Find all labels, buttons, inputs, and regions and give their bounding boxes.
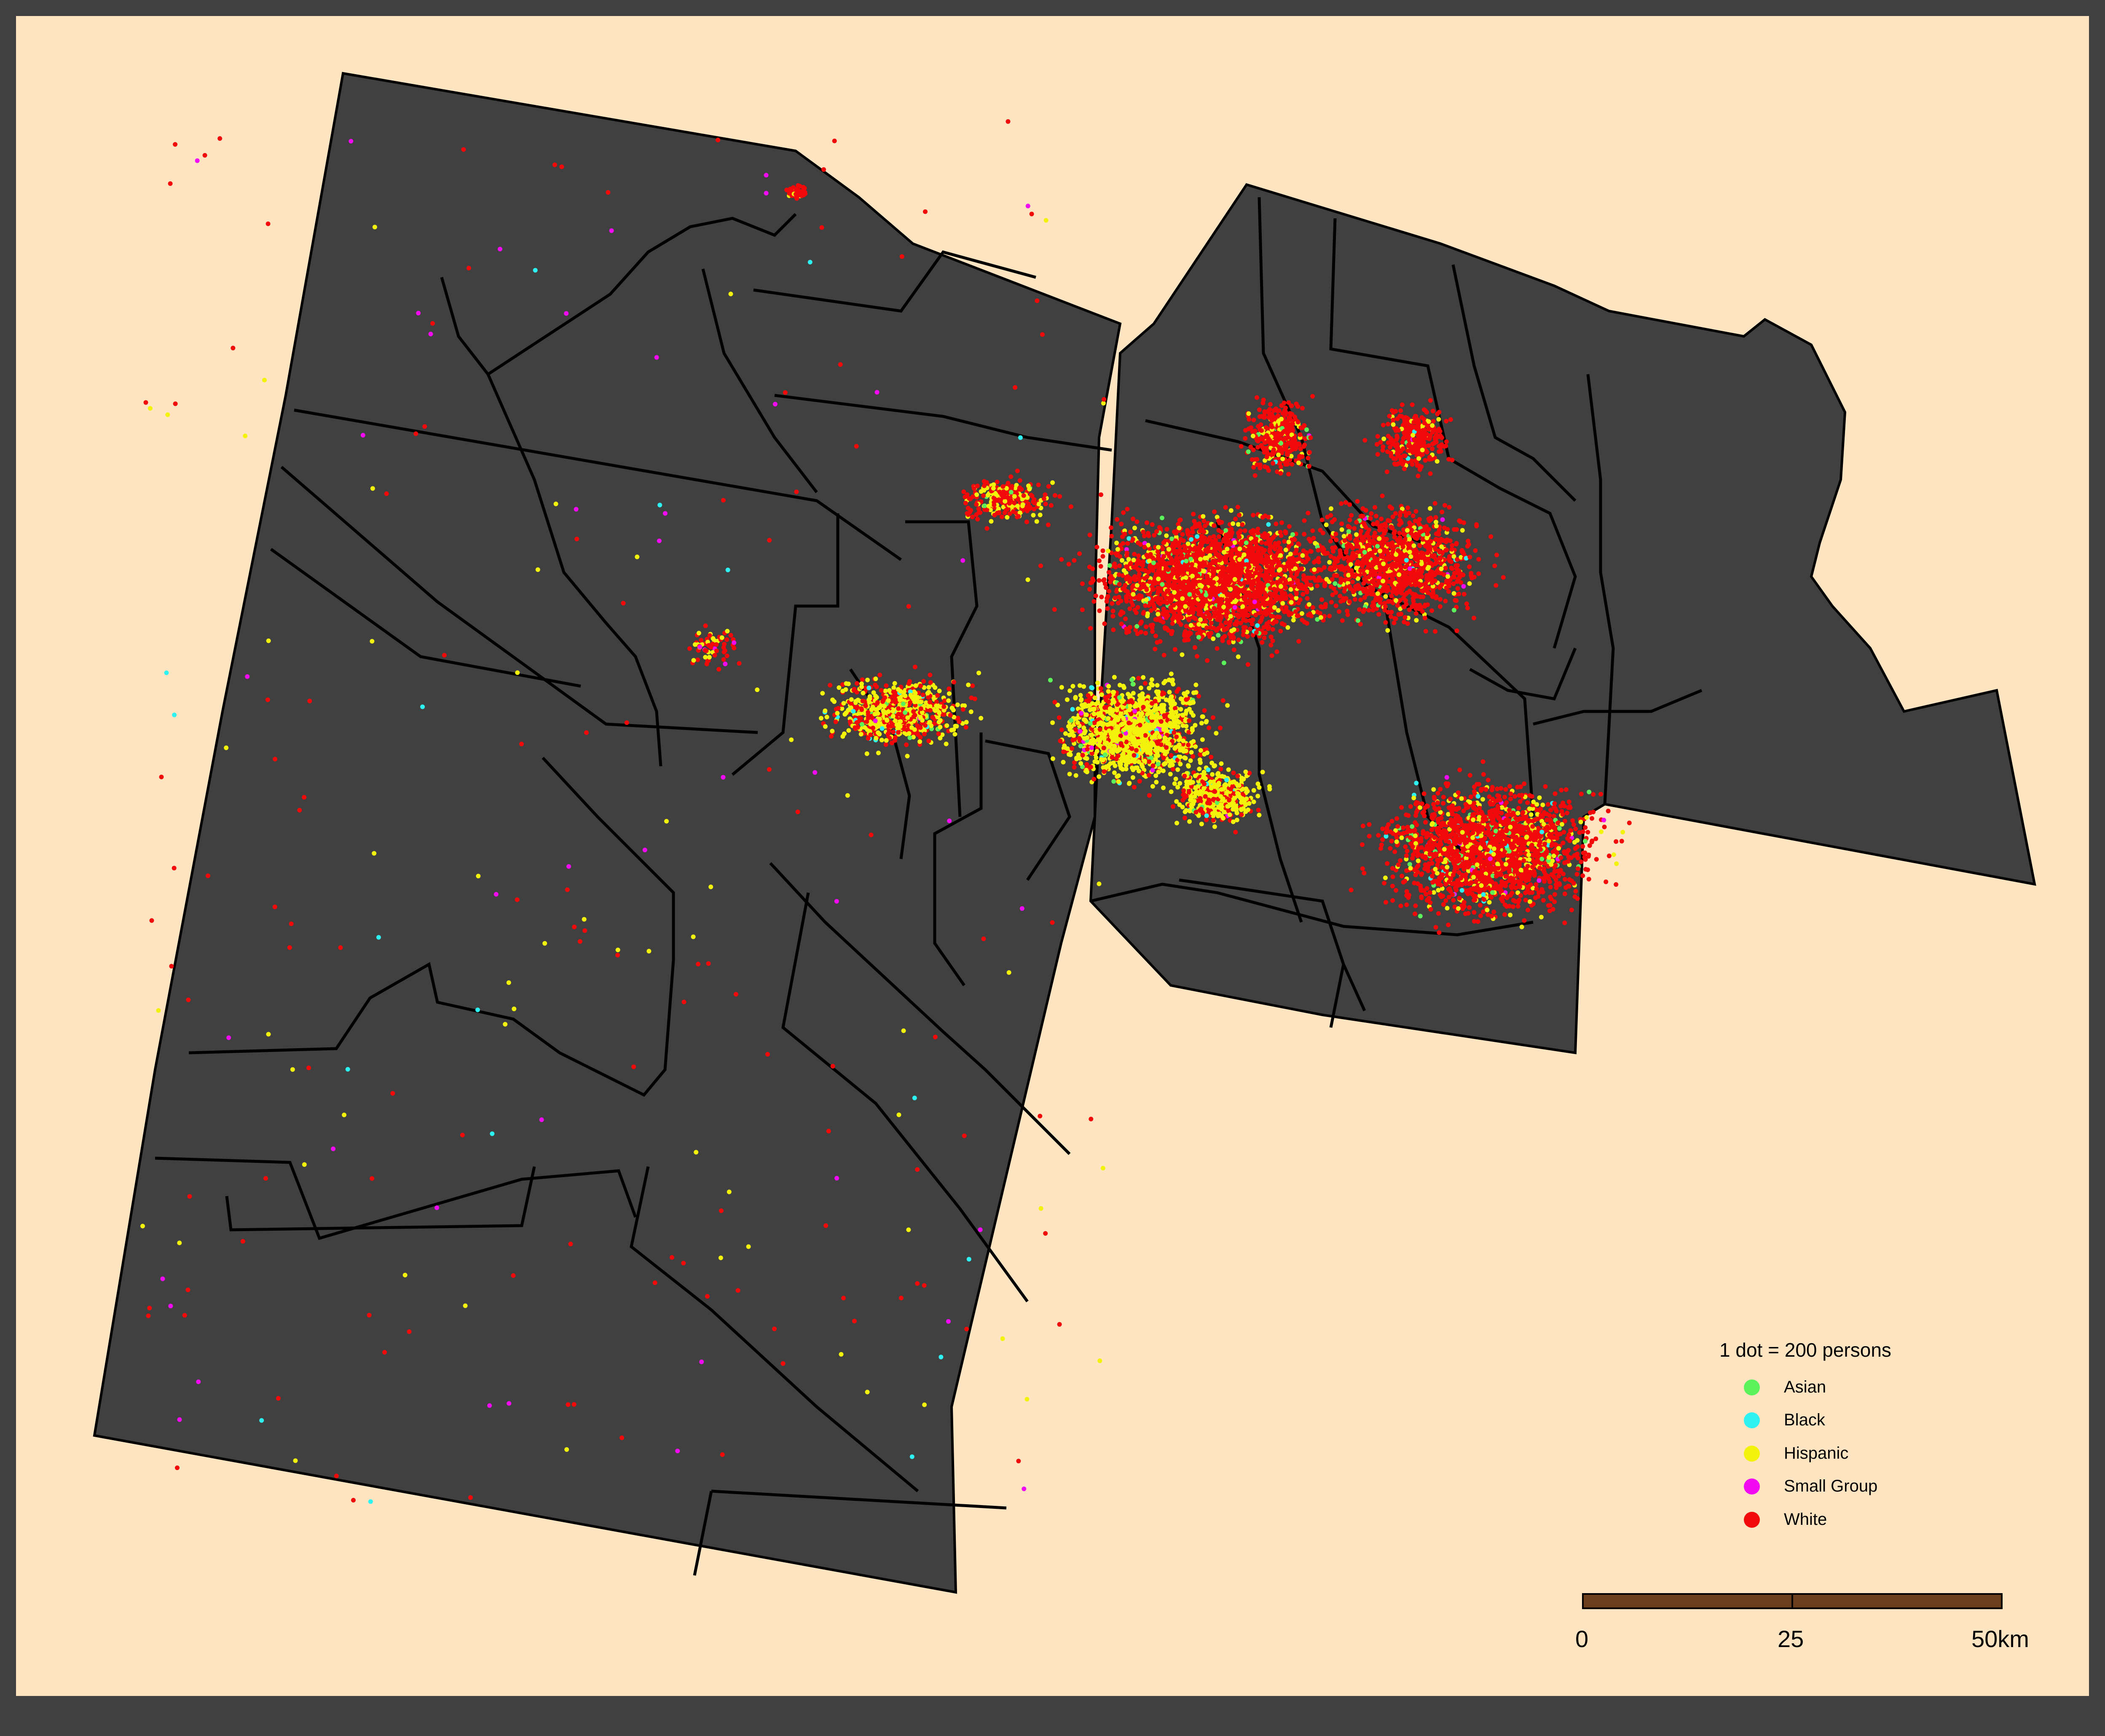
scale-tick-25: 25 <box>1778 1626 1804 1652</box>
legend-label-small-group: Small Group <box>1784 1477 1878 1495</box>
legend-item-hispanic: Hispanic <box>1744 1441 1921 1466</box>
hispanic-dot-icon <box>1744 1446 1760 1462</box>
legend-item-white: White <box>1744 1507 1921 1532</box>
legend-label-black: Black <box>1784 1411 1825 1429</box>
scale-tick-0: 0 <box>1575 1626 1589 1652</box>
map-legend: 1 dot = 200 persons Asian Black Hispanic… <box>1697 1330 1933 1549</box>
scale-bar-segment-1 <box>1582 1593 1793 1609</box>
legend-item-black: Black <box>1744 1407 1921 1433</box>
tract-boundaries <box>155 197 1703 1576</box>
scale-bar-segment-2 <box>1791 1593 2003 1609</box>
land-polygons <box>93 72 2036 1594</box>
map-frame: 1 dot = 200 persons Asian Black Hispanic… <box>16 16 2089 1696</box>
map-canvas[interactable] <box>16 16 2089 1696</box>
legend-item-asian: Asian <box>1744 1374 1921 1400</box>
legend-label-asian: Asian <box>1784 1378 1826 1396</box>
small-group-dot-icon <box>1744 1478 1760 1495</box>
legend-item-small-group: Small Group <box>1744 1473 1921 1499</box>
scale-tick-50km: 50km <box>1971 1626 2029 1652</box>
legend-title: 1 dot = 200 persons <box>1719 1339 1891 1361</box>
legend-label-white: White <box>1784 1510 1827 1529</box>
west-county <box>93 72 1122 1594</box>
asian-dot-icon <box>1744 1379 1760 1395</box>
white-dot-icon <box>1744 1512 1760 1528</box>
scale-bar: 0 25 50km <box>1575 1585 2064 1652</box>
black-dot-icon <box>1744 1412 1760 1428</box>
legend-label-hispanic: Hispanic <box>1784 1444 1849 1462</box>
population-dots <box>140 119 1632 1504</box>
